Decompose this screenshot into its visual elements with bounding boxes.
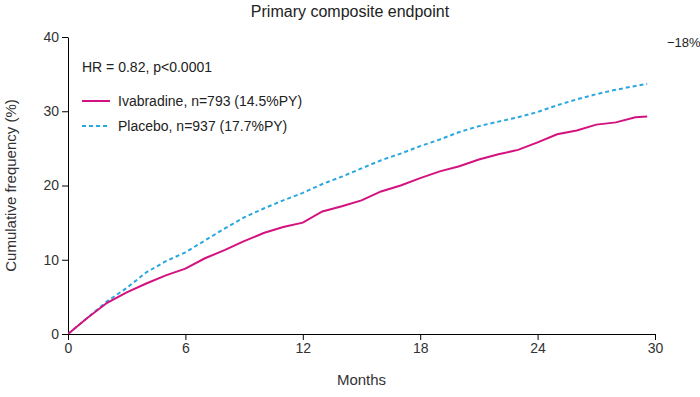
legend-swatch [82, 100, 110, 102]
y-tick-label: 40 [43, 29, 59, 45]
x-tick-label: 0 [65, 340, 73, 356]
y-tick: 0 [51, 326, 68, 342]
series-line [68, 84, 647, 334]
x-tick: 6 [182, 334, 190, 356]
y-tick-mark [62, 260, 68, 261]
annotation: HR = 0.82, p<0.0001 [82, 59, 212, 75]
x-tick: 18 [413, 334, 429, 356]
series-line [68, 116, 647, 334]
x-tick-label: 30 [648, 340, 664, 356]
chart: Primary composite endpoint 0 6 12 18 24 30 0 10 2… [0, 0, 700, 397]
x-axis-title: Months [337, 371, 386, 388]
x-tick-label: 18 [413, 340, 429, 356]
plot-area [68, 84, 647, 334]
y-tick-mark [62, 186, 68, 187]
y-axis: 0 10 20 30 40 [43, 29, 68, 342]
y-tick: 40 [43, 29, 68, 45]
y-tick-mark [62, 111, 68, 112]
x-tick: 30 [648, 334, 664, 356]
x-axis: 0 6 12 18 24 30 [65, 334, 664, 356]
legend-swatch [82, 125, 110, 127]
y-tick-mark [62, 334, 68, 335]
y-tick-mark [62, 37, 68, 38]
annotation: −18% [667, 35, 700, 50]
y-tick-label: 30 [43, 103, 59, 119]
legend: Ivabradine, n=793 (14.5%PY) Placebo, n=93… [82, 93, 302, 134]
x-tick-label: 6 [182, 340, 190, 356]
x-tick: 0 [65, 334, 73, 356]
x-tick-label: 12 [296, 340, 312, 356]
y-axis-line [68, 38, 69, 335]
y-tick-label: 20 [43, 177, 59, 193]
y-tick: 10 [43, 252, 68, 268]
legend-label: Ivabradine, n=793 (14.5%PY) [118, 93, 302, 109]
y-axis-title: Cumulative frequency (%) [2, 99, 19, 272]
x-tick-label: 24 [530, 340, 546, 356]
y-tick-label: 0 [51, 326, 59, 342]
x-tick: 12 [296, 334, 312, 356]
y-tick: 20 [43, 177, 68, 193]
y-tick: 30 [43, 103, 68, 119]
y-tick-label: 10 [43, 252, 59, 268]
legend-label: Placebo, n=937 (17.7%PY) [118, 118, 287, 134]
x-tick: 24 [530, 334, 546, 356]
title: Primary composite endpoint [251, 3, 450, 20]
x-axis-line [69, 334, 656, 335]
